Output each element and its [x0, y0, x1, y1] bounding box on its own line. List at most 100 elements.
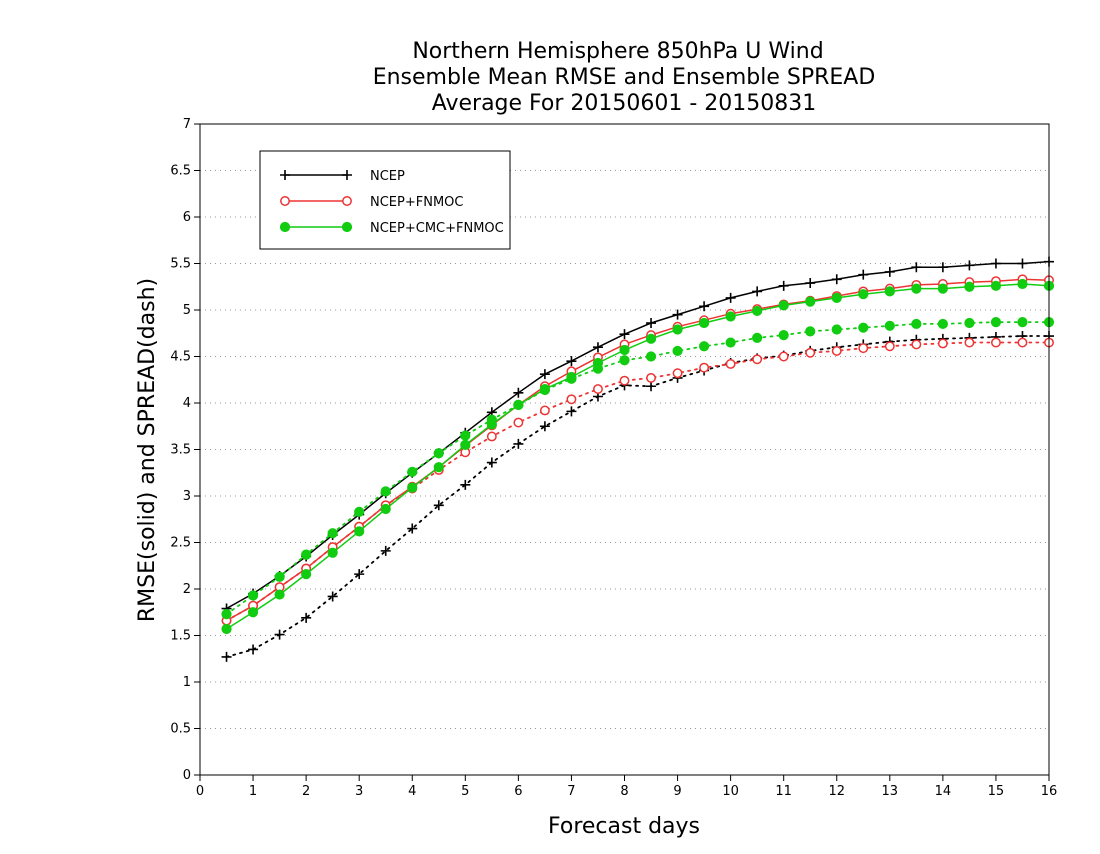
legend-marker-start-ncep-fnmoc — [280, 196, 290, 206]
x-tick-label-13: 13 — [882, 784, 899, 799]
data-point-ncep-fnmoc-spread-18 — [699, 362, 710, 373]
data-point-ncep-cmc-fnmoc-spread-2 — [274, 571, 285, 583]
data-point-ncep-spread-4 — [327, 591, 338, 602]
data-point-ncep-cmc-fnmoc-spread-4 — [327, 528, 338, 539]
legend-marker-end-ncep-fnmoc — [342, 196, 352, 206]
y-tick-label-3: 1.5 — [170, 629, 191, 644]
data-point-ncep-cmc-fnmoc-rmse-4 — [327, 547, 338, 558]
data-point-ncep-cmc-fnmoc-spread-23 — [831, 324, 842, 335]
data-point-ncep-cmc-fnmoc-spread-0 — [221, 609, 232, 620]
x-tick-label-15: 15 — [988, 784, 1005, 799]
data-point-ncep-fnmoc-spread-12 — [539, 405, 550, 416]
chart-title-line-3: Average For 20150601 - 20150831 — [432, 91, 817, 116]
data-point-ncep-fnmoc-spread-17 — [672, 368, 683, 379]
series-line-ncep-cmc-fnmoc-rmse — [226, 283, 1050, 630]
data-point-ncep-spread-3 — [301, 612, 312, 623]
data-point-ncep-spread-2 — [274, 629, 285, 640]
x-tick-label-1: 1 — [249, 784, 257, 799]
chart-title: Northern Hemisphere 850hPa U Wind Ensemb… — [373, 39, 876, 116]
legend: NCEP NCEP+FNMOC NCEP+CMC+FNMOC — [259, 150, 511, 250]
data-point-ncep-spread-1 — [248, 644, 259, 655]
chart-title-line-1: Northern Hemisphere 850hPa U Wind — [412, 39, 823, 64]
data-point-ncep-fnmoc-spread-25 — [884, 341, 895, 352]
data-point-ncep-rmse-30 — [1017, 258, 1028, 269]
data-point-ncep-cmc-fnmoc-rmse-24 — [858, 289, 869, 300]
data-point-ncep-cmc-fnmoc-spread-25 — [884, 320, 895, 331]
data-point-ncep-cmc-fnmoc-rmse-25 — [884, 286, 895, 297]
data-point-ncep-cmc-fnmoc-rmse-17 — [672, 324, 683, 335]
data-point-ncep-cmc-fnmoc-rmse-21 — [778, 300, 789, 311]
data-point-ncep-cmc-fnmoc-spread-3 — [301, 549, 312, 560]
data-point-ncep-cmc-fnmoc-rmse-5 — [354, 526, 365, 537]
legend-marker-start-ncep — [280, 170, 290, 180]
data-point-ncep-rmse-20 — [752, 286, 763, 297]
x-tick-label-0: 0 — [196, 784, 204, 799]
data-point-ncep-rmse-29 — [990, 258, 1001, 269]
data-point-ncep-cmc-fnmoc-spread-21 — [778, 330, 789, 341]
data-point-ncep-cmc-fnmoc-rmse-15 — [619, 344, 630, 356]
data-point-ncep-cmc-fnmoc-spread-15 — [619, 355, 630, 366]
data-point-ncep-cmc-fnmoc-rmse-6 — [380, 503, 391, 515]
data-point-ncep-rmse-11 — [513, 387, 524, 398]
data-point-ncep-cmc-fnmoc-rmse-18 — [698, 317, 710, 329]
chart-title-line-2: Ensemble Mean RMSE and Ensemble SPREAD — [373, 65, 876, 90]
x-tick-label-16: 16 — [1041, 784, 1058, 799]
y-tick-label-13: 6.5 — [170, 164, 191, 179]
data-point-ncep-cmc-fnmoc-spread-29 — [990, 316, 1002, 328]
data-point-ncep-fnmoc-spread-13 — [566, 394, 577, 405]
data-point-ncep-spread-7 — [407, 523, 418, 534]
series-line-ncep-cmc-fnmoc-spread — [225, 321, 1050, 615]
x-tick-label-4: 4 — [408, 784, 416, 799]
data-point-ncep-fnmoc-spread-15 — [619, 375, 630, 386]
y-tick-label-7: 3.5 — [170, 443, 191, 458]
data-point-ncep-fnmoc-spread-27 — [937, 338, 948, 349]
data-point-ncep-fnmoc-spread-26 — [911, 339, 922, 350]
legend-label-ncep-fnmoc: NCEP+FNMOC — [370, 195, 463, 210]
data-point-ncep-cmc-fnmoc-spread-24 — [858, 322, 869, 333]
data-point-ncep-spread-12 — [539, 421, 550, 432]
data-point-ncep-cmc-fnmoc-rmse-30 — [1017, 278, 1028, 290]
data-point-ncep-rmse-27 — [937, 262, 948, 273]
data-point-ncep-fnmoc-spread-19 — [725, 358, 736, 369]
data-point-ncep-fnmoc-spread-21 — [778, 351, 789, 362]
data-point-ncep-rmse-19 — [725, 292, 736, 303]
y-tick-label-5: 2.5 — [170, 536, 191, 551]
data-point-ncep-cmc-fnmoc-spread-9 — [460, 430, 471, 441]
data-point-ncep-cmc-fnmoc-rmse-20 — [752, 305, 763, 317]
data-point-ncep-rmse-26 — [911, 262, 922, 273]
legend-marker-end-ncep — [342, 170, 352, 180]
data-point-ncep-spread-16 — [646, 381, 657, 392]
y-tick-label-8: 4 — [183, 396, 191, 411]
data-point-ncep-cmc-fnmoc-spread-14 — [592, 363, 604, 374]
data-point-ncep-fnmoc-spread-11 — [513, 417, 524, 428]
data-point-ncep-rmse-12 — [539, 369, 550, 380]
data-point-ncep-cmc-fnmoc-spread-12 — [539, 384, 551, 396]
x-axis-label: Forecast days — [548, 814, 700, 839]
data-point-ncep-cmc-fnmoc-spread-1 — [247, 590, 259, 601]
y-tick-label-14: 7 — [183, 117, 191, 132]
data-point-ncep-spread-8 — [433, 500, 444, 511]
data-point-ncep-cmc-fnmoc-rmse-3 — [301, 569, 312, 580]
data-point-ncep-spread-0 — [221, 651, 232, 662]
x-tick-label-11: 11 — [775, 784, 792, 799]
data-point-ncep-fnmoc-spread-23 — [831, 345, 842, 356]
data-point-ncep-cmc-fnmoc-rmse-28 — [964, 281, 975, 292]
data-point-ncep-fnmoc-spread-16 — [646, 372, 656, 383]
y-tick-label-9: 4.5 — [170, 350, 191, 365]
y-tick-label-12: 6 — [183, 210, 191, 225]
data-point-ncep-cmc-fnmoc-spread-27 — [937, 318, 948, 330]
data-point-ncep-fnmoc-spread-22 — [805, 347, 816, 358]
data-point-ncep-rmse-14 — [592, 342, 603, 353]
data-point-ncep-cmc-fnmoc-spread-10 — [486, 414, 497, 425]
data-point-ncep-rmse-28 — [964, 260, 975, 271]
data-point-ncep-cmc-fnmoc-spread-5 — [354, 506, 365, 517]
data-point-ncep-fnmoc-spread-29 — [990, 337, 1001, 348]
data-point-ncep-spread-10 — [486, 457, 497, 468]
data-point-ncep-fnmoc-spread-10 — [486, 431, 497, 442]
x-tick-label-2: 2 — [302, 784, 310, 799]
data-point-ncep-rmse-24 — [858, 269, 869, 280]
x-tick-label-7: 7 — [567, 784, 575, 799]
series-line-ncep-fnmoc-spread — [225, 341, 1050, 622]
legend-marker-end-ncep-cmc-fnmoc — [341, 221, 353, 233]
data-point-ncep-cmc-fnmoc-spread-20 — [752, 332, 763, 343]
